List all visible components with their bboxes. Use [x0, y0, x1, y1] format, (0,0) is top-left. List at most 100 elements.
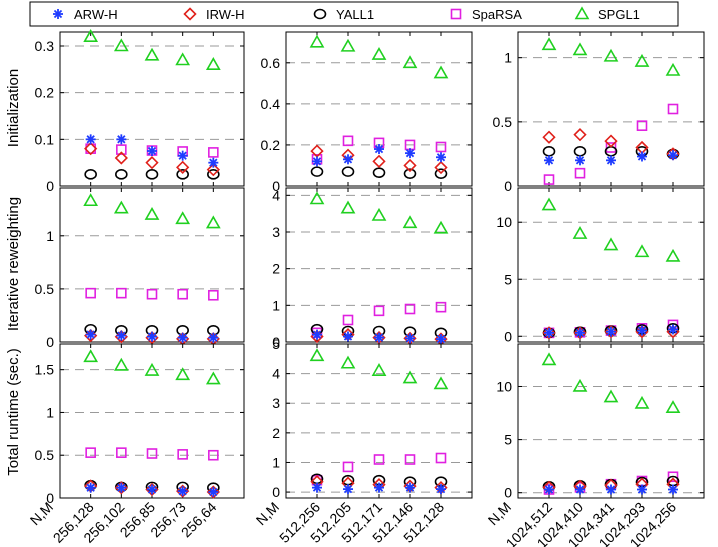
point-sparsa [85, 287, 96, 299]
point-arw-h [147, 146, 157, 156]
point-sparsa [435, 452, 447, 464]
point-spgl1 [83, 29, 99, 42]
y-tick-label: 0 [504, 328, 512, 344]
point-spgl1 [634, 53, 650, 67]
y-tick-label: 10 [496, 378, 512, 394]
point-irw-h [206, 485, 220, 499]
point-sparsa [667, 103, 679, 115]
point-spgl1 [541, 197, 557, 211]
point-sparsa [116, 447, 127, 458]
row-label-total-runtime: Total runtime (sec.) [5, 348, 22, 476]
point-arw-h [637, 151, 647, 162]
y-tick-label: 5 [272, 336, 280, 352]
point-irw-h [84, 142, 98, 156]
y-tick-label: 0.4 [261, 96, 281, 112]
point-arw-h [85, 134, 96, 145]
row-label-iterative-reweighting: Iterative reweighting [5, 197, 22, 331]
point-arw-h [436, 334, 446, 345]
y-tick-label: 0 [504, 485, 512, 501]
point-irw-h [145, 156, 159, 170]
point-arw-h [637, 325, 647, 336]
point-spgl1 [144, 362, 160, 376]
point-irw-h [573, 326, 587, 340]
point-spgl1 [309, 348, 325, 362]
point-arw-h [116, 134, 127, 145]
legend-marker-spgl1 [574, 6, 590, 20]
panel-r1-c1: 0 1 2 3 4 [272, 187, 473, 350]
legend-label-sparsa: SpaRSA [472, 7, 522, 22]
point-arw-h [606, 326, 616, 337]
axes-box [59, 343, 245, 499]
point-yall1 [403, 168, 417, 179]
point-spgl1 [634, 395, 650, 409]
y-tick-label: 4 [272, 366, 280, 382]
point-irw-h [145, 482, 159, 497]
point-arw-h [177, 150, 188, 161]
point-sparsa [636, 120, 648, 131]
point-spgl1 [340, 38, 356, 52]
panel-r0-c0: 0 0.1 0.2 0.3 [35, 29, 245, 194]
point-sparsa [342, 135, 354, 147]
point-sparsa [373, 305, 385, 317]
point-arw-h [374, 332, 384, 343]
y-tick-label: 0 [46, 334, 54, 350]
point-sparsa [146, 288, 158, 300]
point-spgl1 [340, 355, 356, 369]
y-tick-label: 2 [272, 261, 280, 277]
point-irw-h [542, 326, 556, 340]
x-tick-label: 256,64 [178, 499, 220, 541]
legend: ARW-H IRW-H YALL1 SpaRSA SPGL1 [29, 1, 679, 27]
point-spgl1 [634, 244, 650, 258]
row-labels: Initialization Iterative reweighting Tot… [5, 69, 22, 476]
point-spgl1 [83, 349, 99, 363]
point-sparsa [177, 288, 188, 300]
point-spgl1 [144, 206, 160, 220]
y-tick-label: 0 [46, 178, 54, 194]
point-spgl1 [572, 226, 588, 239]
point-sparsa [342, 314, 354, 326]
point-yall1 [207, 169, 220, 180]
y-tick-label: 0 [272, 334, 280, 350]
point-irw-h [372, 154, 386, 168]
axes-box [517, 187, 705, 343]
point-arw-h [668, 484, 678, 495]
point-sparsa [85, 447, 96, 458]
point-arw-h [575, 327, 585, 338]
point-irw-h [206, 163, 220, 177]
point-spgl1 [541, 37, 557, 51]
point-spgl1 [402, 215, 418, 229]
point-sparsa [574, 167, 586, 179]
y-tick-label: 0.5 [35, 447, 55, 463]
y-tick-label: 0.1 [35, 131, 55, 147]
point-arw-h [405, 482, 415, 493]
point-yall1 [372, 167, 386, 178]
legend-box [29, 1, 679, 27]
point-spgl1 [309, 191, 325, 205]
point-arw-h [374, 144, 384, 155]
point-sparsa [116, 144, 127, 155]
point-spgl1 [572, 378, 588, 392]
point-spgl1 [175, 211, 191, 225]
point-irw-h [573, 128, 587, 142]
legend-marker-irw-h [183, 7, 197, 21]
y-tick-label: 3 [272, 395, 280, 411]
point-yall1 [341, 166, 355, 177]
point-irw-h [403, 158, 417, 173]
legend-label-spgl1: SPGL1 [598, 7, 640, 22]
y-tick-label: 5 [504, 432, 512, 448]
point-sparsa [146, 448, 158, 459]
point-spgl1 [205, 215, 221, 229]
point-yall1 [84, 169, 97, 180]
panels: 00.10.20.300.20.40.600.5100.510123405100… [27, 29, 705, 547]
y-tick-label: 0.2 [35, 85, 55, 101]
point-irw-h [604, 325, 618, 339]
point-spgl1 [83, 193, 99, 207]
point-arw-h [312, 156, 322, 167]
point-spgl1 [340, 200, 356, 214]
point-arw-h [405, 333, 415, 344]
point-yall1 [434, 168, 448, 179]
point-spgl1 [309, 34, 325, 48]
row-label-initialization: Initialization [5, 69, 22, 147]
point-sparsa [605, 142, 617, 153]
legend-label-yall1: YALL1 [336, 7, 374, 22]
